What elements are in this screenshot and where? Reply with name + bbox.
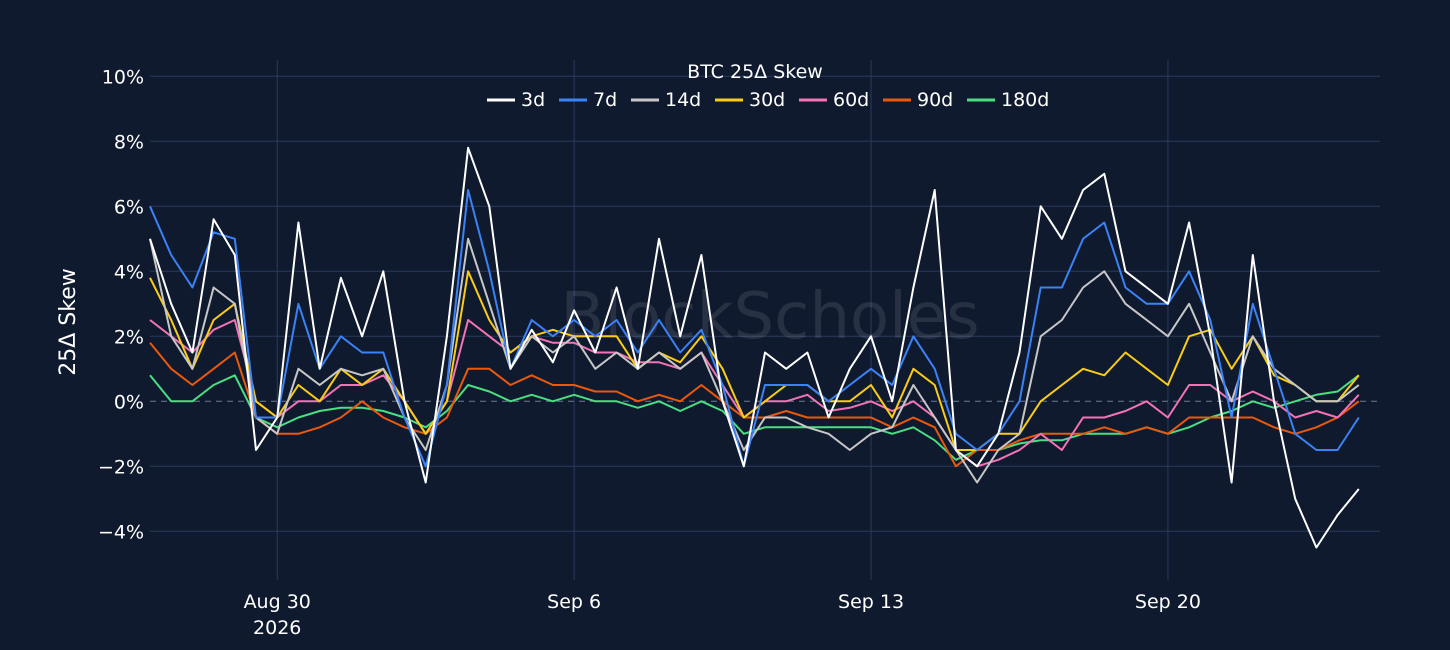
legend-label-180d: 180d bbox=[1001, 89, 1049, 111]
series-line-3d bbox=[149, 146, 1360, 549]
x-tick-label: Sep 13 bbox=[838, 591, 904, 613]
x-gridlines bbox=[276, 60, 1169, 580]
y-tick-label: 10% bbox=[102, 66, 144, 88]
y-tick-label: 6% bbox=[114, 196, 144, 218]
series-line-90d bbox=[149, 342, 1360, 468]
series-line-7d bbox=[149, 189, 1360, 468]
legend-label-30d: 30d bbox=[749, 89, 785, 111]
y-tick-label: −2% bbox=[98, 456, 144, 478]
y-tick-label: 0% bbox=[114, 391, 144, 413]
legend-label-7d: 7d bbox=[593, 89, 617, 111]
x-tick-label: Sep 20 bbox=[1135, 591, 1201, 613]
legend-label-60d: 60d bbox=[833, 89, 869, 111]
legend-label-14d: 14d bbox=[665, 89, 701, 111]
y-axis-label: 25Δ Skew bbox=[56, 268, 81, 376]
y-tick-label: −4% bbox=[98, 521, 144, 543]
x-tick-labels: Aug 30 2026 Sep 6 Sep 13 Sep 20 bbox=[244, 591, 1201, 639]
y-tick-label: 8% bbox=[114, 131, 144, 153]
x-tick-label: Aug 30 bbox=[244, 591, 311, 613]
legend-label-90d: 90d bbox=[917, 89, 953, 111]
series-line-14d bbox=[149, 237, 1360, 484]
legend-label-3d: 3d bbox=[521, 89, 545, 111]
x-tick-sublabel: 2026 bbox=[253, 617, 301, 639]
x-tick-label: Sep 6 bbox=[547, 591, 601, 613]
y-tick-labels: 10% 8% 6% 4% 2% 0% −2% −4% bbox=[98, 66, 144, 543]
legend: 3d 7d 14d 30d 60d 90d 180d bbox=[487, 89, 1049, 111]
chart-title: BTC 25Δ Skew bbox=[687, 61, 823, 83]
y-tick-label: 2% bbox=[114, 326, 144, 348]
series-lines bbox=[149, 146, 1360, 549]
y-gridlines bbox=[150, 75, 1380, 532]
y-tick-label: 4% bbox=[114, 261, 144, 283]
